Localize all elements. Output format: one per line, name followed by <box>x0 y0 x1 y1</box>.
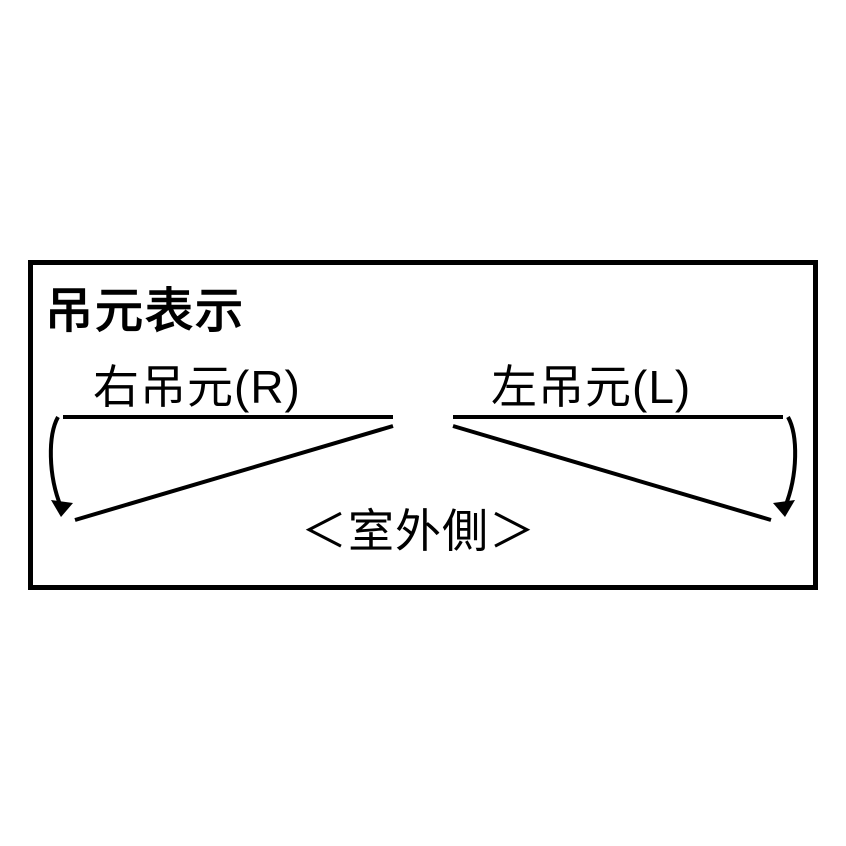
left-hinge-arrow-head <box>773 500 795 517</box>
left-wedge-diag <box>453 426 771 520</box>
diagram-lines <box>33 265 813 585</box>
right-wedge-diag <box>75 426 393 520</box>
right-hinge-arrow-head <box>51 500 73 517</box>
hinge-diagram-container: 吊元表示 右吊元(R) 左吊元(L) ＜室外側＞ <box>28 260 818 590</box>
left-hinge-arrow-arc <box>785 417 795 507</box>
right-hinge-arrow-arc <box>51 417 61 507</box>
